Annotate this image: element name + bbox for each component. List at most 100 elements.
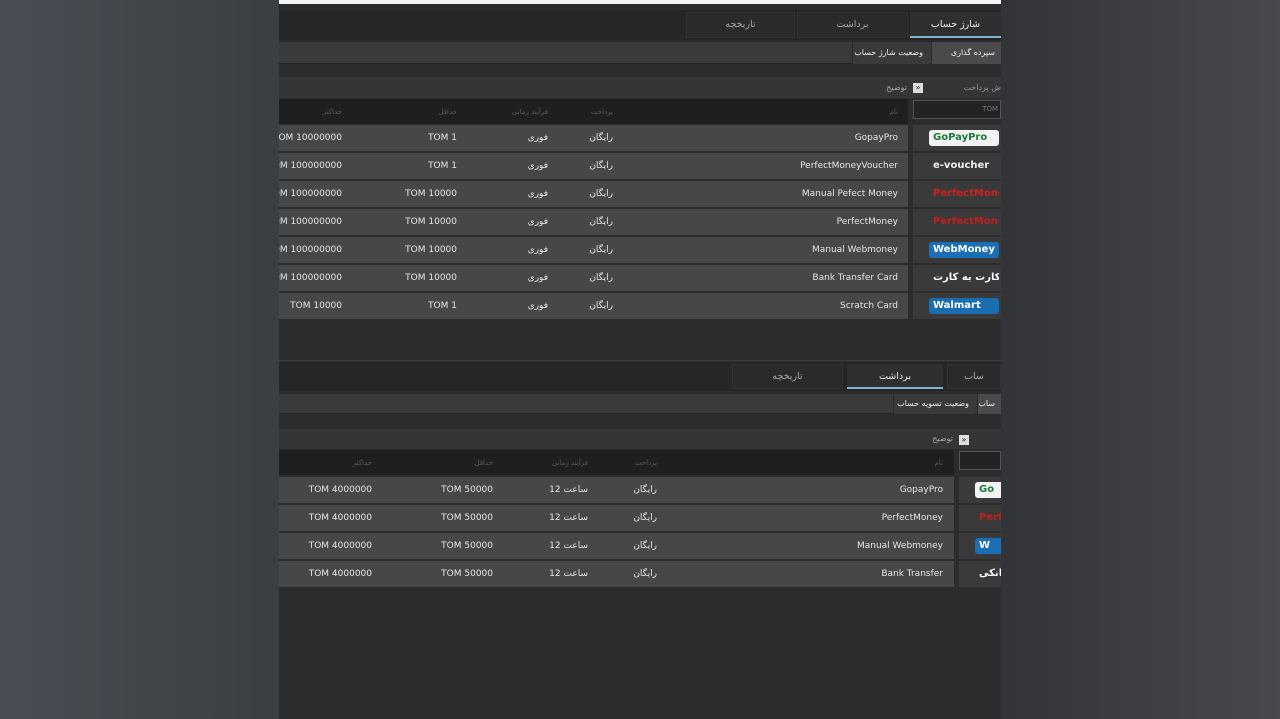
cell: 12 ساعت bbox=[549, 569, 588, 579]
app-panel: شارژ حساب برداشت تاریخچه سپرده گذاری وضعیت ش… bbox=[279, 0, 1001, 719]
table-row[interactable] bbox=[279, 505, 954, 531]
subtab-label: ساب bbox=[978, 399, 995, 408]
cell: 12 ساعت bbox=[549, 513, 588, 523]
column-header: حداکثر bbox=[352, 458, 372, 467]
logo-text: PerfectMoney bbox=[933, 216, 999, 227]
expand-icon[interactable]: » bbox=[913, 83, 923, 93]
subtab[interactable] bbox=[931, 42, 1001, 64]
cell: فوری bbox=[527, 245, 548, 255]
column-header: پرداخت bbox=[634, 458, 657, 467]
logo-text: W bbox=[979, 540, 991, 551]
cell: TOM 100000000 bbox=[279, 245, 342, 255]
cell: TOM 4000000 bbox=[308, 569, 372, 579]
cell: TOM 100000000 bbox=[279, 217, 342, 227]
logo: Perfect bbox=[975, 510, 1001, 526]
column-header: نام bbox=[889, 107, 898, 116]
logo-text: PerfectMoney bbox=[933, 188, 999, 199]
cell: TOM 4000000 bbox=[308, 513, 372, 523]
tab[interactable] bbox=[910, 12, 1001, 38]
cell: PerfectMoney bbox=[836, 217, 898, 227]
table-row[interactable] bbox=[279, 125, 908, 151]
cell: PerfectMoneyVoucher bbox=[800, 161, 898, 171]
tab[interactable] bbox=[947, 364, 1001, 389]
subtab[interactable] bbox=[893, 394, 975, 414]
subtab-label: سپرده گذاری bbox=[950, 48, 995, 57]
logo-text: Walmart bbox=[933, 300, 981, 311]
tab[interactable] bbox=[732, 364, 843, 389]
table-row[interactable] bbox=[279, 533, 954, 559]
logo: W bbox=[975, 538, 1001, 554]
column-header: حداقل bbox=[474, 458, 493, 467]
table-row[interactable] bbox=[279, 265, 908, 291]
logo: Walmart bbox=[929, 298, 999, 314]
subtab-bar bbox=[279, 394, 1001, 414]
cell: TOM 50000 bbox=[441, 513, 493, 523]
cell: TOM 10000000 bbox=[279, 133, 342, 143]
logo: کارت به کارت bbox=[929, 270, 999, 286]
logo-text: Go bbox=[979, 484, 995, 495]
logo-text: GoPayPro bbox=[933, 132, 988, 143]
top-strip bbox=[279, 0, 1001, 4]
logo-text: بانکی bbox=[979, 568, 1001, 579]
tab-label: برداشت bbox=[878, 370, 912, 382]
cell: رایگان bbox=[589, 161, 613, 171]
side-panel bbox=[1001, 0, 1280, 719]
search-input[interactable] bbox=[959, 451, 1001, 470]
table-row[interactable] bbox=[279, 153, 908, 179]
table-row[interactable] bbox=[279, 561, 954, 587]
cell: رایگان bbox=[633, 485, 657, 495]
tab-label: تاریخچه bbox=[772, 370, 803, 382]
cell: TOM 100000000 bbox=[279, 189, 342, 199]
cell: رایگان bbox=[589, 189, 613, 199]
cell: Manual Pefect Money bbox=[801, 189, 898, 199]
section-divider bbox=[279, 360, 1001, 361]
table-row[interactable] bbox=[279, 237, 908, 263]
cell: فوری bbox=[527, 273, 548, 283]
column-header: فرآیند زمانی bbox=[511, 107, 548, 116]
subtab-label: وضعیت تسویه حساب bbox=[897, 399, 969, 408]
cell: TOM 10000 bbox=[405, 273, 457, 283]
cell: TOM 50000 bbox=[441, 541, 493, 551]
logo: WebMoney bbox=[929, 242, 999, 258]
desc-bar bbox=[279, 77, 1001, 98]
search-placeholder: TOM bbox=[982, 105, 998, 113]
logo-text: Perfect bbox=[979, 512, 1001, 523]
table-row[interactable] bbox=[279, 477, 954, 503]
cell: رایگان bbox=[589, 273, 613, 283]
table-row[interactable] bbox=[279, 209, 908, 235]
tab[interactable] bbox=[847, 364, 943, 389]
cell: TOM 1 bbox=[428, 301, 457, 311]
expand-icon[interactable]: » bbox=[959, 435, 969, 445]
cell: رایگان bbox=[589, 245, 613, 255]
cell: Bank Transfer Card bbox=[812, 273, 898, 283]
desc-bar bbox=[279, 429, 1001, 449]
tab[interactable] bbox=[797, 12, 908, 38]
table-row[interactable] bbox=[279, 181, 908, 207]
subtab[interactable] bbox=[852, 42, 929, 64]
logo-text: WebMoney bbox=[933, 244, 995, 255]
subtab-bar bbox=[279, 42, 1001, 64]
cell: TOM 1 bbox=[428, 133, 457, 143]
cell: فوری bbox=[527, 133, 548, 143]
cell: TOM 100000000 bbox=[279, 273, 342, 283]
subtab[interactable] bbox=[977, 394, 1001, 414]
logo: Go bbox=[975, 482, 1001, 498]
logo: GoPayPro bbox=[929, 130, 999, 146]
cell: TOM 10000 bbox=[405, 189, 457, 199]
section-label: ش پرداخت bbox=[963, 82, 1001, 92]
tab[interactable] bbox=[686, 12, 795, 38]
table-row[interactable] bbox=[279, 293, 908, 319]
cell: 12 ساعت bbox=[549, 541, 588, 551]
cell: PerfectMoney bbox=[881, 513, 943, 523]
search-input[interactable] bbox=[913, 100, 1001, 119]
column-header: پرداخت bbox=[590, 107, 613, 116]
column-header: نام bbox=[934, 458, 943, 467]
cell: فوری bbox=[527, 161, 548, 171]
cell: Manual Webmoney bbox=[811, 245, 898, 255]
cell: رایگان bbox=[633, 569, 657, 579]
cell: رایگان bbox=[589, 133, 613, 143]
cell: TOM 50000 bbox=[441, 485, 493, 495]
logo-text: کارت به کارت bbox=[933, 272, 999, 283]
cell: TOM 10000 bbox=[405, 217, 457, 227]
column-header: فرآیند زمانی bbox=[551, 458, 588, 467]
